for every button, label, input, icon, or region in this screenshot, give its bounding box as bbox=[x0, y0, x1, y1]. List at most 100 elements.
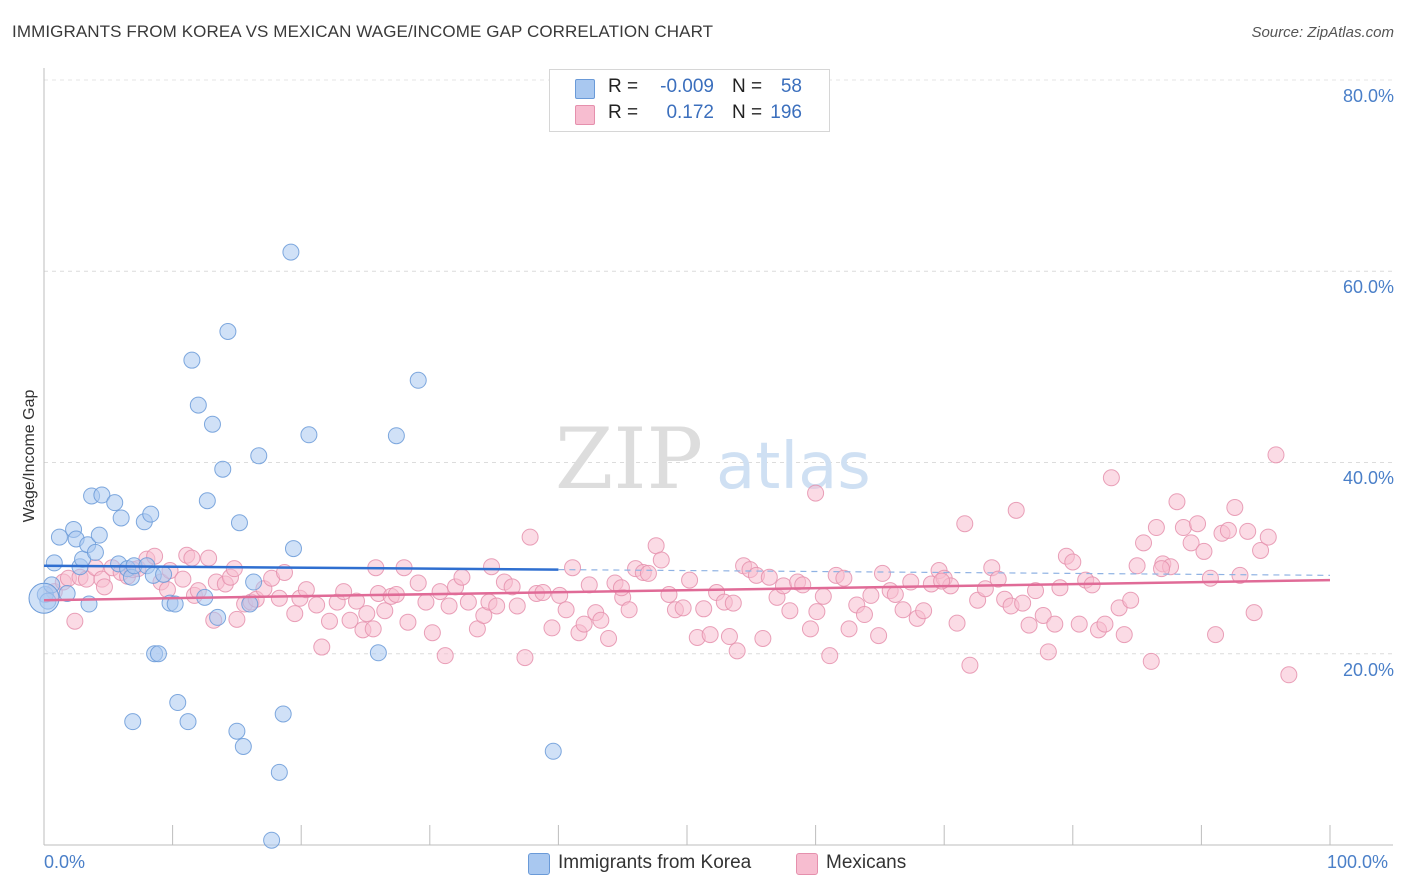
mexicans-point bbox=[313, 638, 331, 656]
mexicans-point bbox=[592, 611, 610, 629]
mexicans-point bbox=[821, 647, 839, 665]
korea-point bbox=[270, 763, 288, 781]
mexicans-point bbox=[870, 627, 888, 645]
mexicans-point bbox=[376, 602, 394, 620]
y-tick-label-20: 20.0% bbox=[1342, 660, 1394, 680]
mexicans-point bbox=[612, 579, 630, 597]
mexicans-point bbox=[1189, 515, 1207, 533]
series-mexicans bbox=[45, 446, 1298, 684]
series-korea bbox=[28, 243, 562, 849]
mexicans-point bbox=[225, 560, 243, 578]
trend-lines bbox=[43, 564, 1331, 602]
mexicans-point bbox=[423, 624, 441, 642]
korea-point bbox=[124, 713, 142, 731]
legend-n-value: 58 bbox=[780, 76, 802, 97]
korea-point bbox=[198, 492, 216, 510]
watermark: ZIP atlas bbox=[555, 410, 871, 508]
korea-point bbox=[544, 742, 562, 760]
legend-r-label: R = bbox=[608, 76, 639, 97]
korea-point bbox=[387, 427, 405, 445]
bottom-legend-label-korea: Immigrants from Korea bbox=[558, 852, 752, 873]
korea-point bbox=[112, 509, 130, 527]
mexicans-point bbox=[724, 594, 742, 612]
mexicans-point bbox=[1245, 604, 1263, 622]
mexicans-point bbox=[347, 592, 365, 610]
mexicans-point bbox=[840, 620, 858, 638]
mexicans-point bbox=[286, 605, 304, 623]
mexicans-point bbox=[1064, 553, 1082, 571]
mexicans-point bbox=[1168, 493, 1186, 511]
korea-point bbox=[149, 645, 167, 663]
legend-r-label: R = bbox=[608, 102, 639, 123]
mexicans-point bbox=[488, 597, 506, 615]
mexicans-point bbox=[989, 570, 1007, 588]
mexicans-point bbox=[1007, 501, 1025, 519]
korea-point bbox=[50, 528, 68, 546]
mexicans-point bbox=[652, 551, 670, 569]
korea-point bbox=[189, 396, 207, 414]
mexicans-point bbox=[1147, 519, 1165, 537]
mexicans-point bbox=[894, 601, 912, 619]
korea-point bbox=[274, 705, 292, 723]
korea-point bbox=[409, 371, 427, 389]
korea-point bbox=[230, 514, 248, 532]
mexicans-point bbox=[1182, 534, 1200, 552]
mexicans-point bbox=[681, 571, 699, 589]
mexicans-point bbox=[814, 587, 832, 605]
mexicans-point bbox=[453, 568, 471, 586]
mexicans-point bbox=[1027, 582, 1045, 600]
source-credit: Source: ZipAtlas.com bbox=[1251, 24, 1394, 41]
mexicans-point bbox=[600, 629, 618, 647]
mexicans-point bbox=[409, 574, 427, 592]
mexicans-point bbox=[728, 642, 746, 660]
korea-point bbox=[300, 426, 318, 444]
korea-point bbox=[106, 494, 124, 512]
mexicans-point bbox=[801, 620, 819, 638]
mexicans-point bbox=[1195, 542, 1213, 560]
mexicans-point bbox=[855, 606, 873, 624]
legend-row-korea: R = -0.009 N = 58 bbox=[550, 76, 829, 100]
legend-n-value: 196 bbox=[770, 102, 802, 123]
mexicans-point bbox=[1231, 566, 1249, 584]
mexicans-point bbox=[1280, 666, 1298, 684]
mexicans-point bbox=[1020, 616, 1038, 634]
korea-trend-line bbox=[43, 564, 559, 571]
legend-r-value: -0.009 bbox=[660, 76, 714, 97]
legend-r-value: 0.172 bbox=[666, 102, 714, 123]
mexicans-point bbox=[720, 628, 738, 646]
korea-point bbox=[203, 415, 221, 433]
mexicans-point bbox=[956, 515, 974, 533]
mexicans-point bbox=[620, 601, 638, 619]
mexicans-point bbox=[1039, 643, 1057, 661]
korea-point bbox=[166, 595, 184, 613]
korea-point bbox=[183, 351, 201, 369]
korea-point bbox=[234, 738, 252, 756]
mexicans-point bbox=[1070, 615, 1088, 633]
mexicans-point bbox=[459, 593, 477, 611]
korea-point bbox=[93, 486, 111, 504]
mexicans-point bbox=[1034, 607, 1052, 624]
mexicans-point bbox=[1122, 591, 1140, 609]
korea-point bbox=[209, 608, 227, 626]
korea-point bbox=[169, 694, 187, 712]
mexicans-point bbox=[754, 629, 772, 647]
korea-point bbox=[284, 540, 302, 558]
legend-swatch-mexicans bbox=[575, 105, 595, 125]
korea-point bbox=[245, 573, 263, 591]
mexicans-point bbox=[1259, 528, 1277, 546]
mexicans-point bbox=[873, 564, 891, 582]
mexicans-point bbox=[399, 613, 417, 631]
mexicans-point bbox=[760, 568, 778, 586]
mexicans-point bbox=[948, 614, 966, 632]
y-tick-label-60: 60.0% bbox=[1342, 277, 1394, 297]
mexicans-point bbox=[575, 615, 593, 633]
korea-point bbox=[263, 831, 281, 849]
mexicans-point bbox=[781, 602, 799, 620]
korea-point bbox=[214, 460, 232, 478]
mexicans-point bbox=[701, 626, 719, 644]
mexicans-point bbox=[228, 610, 246, 628]
mexicans-point bbox=[835, 569, 853, 587]
mexicans-point bbox=[440, 597, 458, 615]
korea-point bbox=[250, 447, 268, 465]
mexicans-point bbox=[807, 484, 825, 502]
